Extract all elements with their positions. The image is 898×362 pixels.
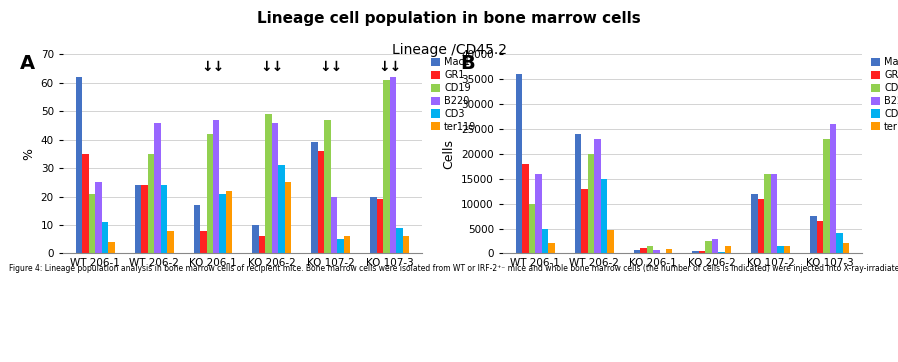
Bar	[402, 236, 409, 253]
Bar	[324, 120, 330, 253]
Bar	[548, 244, 555, 253]
Text: ↓↓: ↓↓	[201, 60, 224, 74]
Text: A: A	[20, 54, 35, 73]
Bar	[75, 77, 83, 253]
Bar	[836, 233, 842, 253]
Bar	[330, 197, 338, 253]
Bar	[370, 197, 377, 253]
Bar	[312, 143, 318, 253]
Bar	[692, 251, 699, 253]
Bar	[752, 194, 758, 253]
Bar	[266, 114, 272, 253]
Text: Figure 4: Lineage population analysis in bone marrow cells of recipient mice. Bo: Figure 4: Lineage population analysis in…	[9, 264, 898, 273]
Bar	[706, 241, 712, 253]
Text: ↓↓: ↓↓	[260, 60, 284, 74]
Bar	[842, 244, 850, 253]
Bar	[154, 123, 161, 253]
Bar	[89, 194, 95, 253]
Bar	[272, 123, 278, 253]
Bar	[607, 230, 613, 253]
Bar	[390, 77, 396, 253]
Bar	[647, 246, 653, 253]
Bar	[396, 228, 402, 253]
Bar	[167, 231, 173, 253]
Bar	[147, 154, 154, 253]
Bar	[318, 151, 324, 253]
Bar	[712, 240, 718, 253]
Bar	[219, 194, 226, 253]
Bar	[383, 80, 390, 253]
Bar	[101, 222, 108, 253]
Bar	[226, 191, 233, 253]
Bar	[278, 165, 285, 253]
Bar	[259, 236, 266, 253]
Bar	[344, 236, 350, 253]
Bar	[83, 154, 89, 253]
Bar	[784, 246, 790, 253]
Bar	[95, 182, 101, 253]
Bar	[666, 249, 673, 253]
Bar	[640, 248, 647, 253]
Bar	[529, 203, 535, 253]
Bar	[653, 250, 659, 253]
Bar	[535, 174, 541, 253]
Bar	[338, 239, 344, 253]
Bar	[778, 246, 784, 253]
Bar	[135, 185, 141, 253]
Bar	[581, 189, 587, 253]
Bar	[758, 199, 764, 253]
Bar	[601, 179, 607, 253]
Y-axis label: Cells: Cells	[443, 139, 455, 169]
Bar	[764, 174, 770, 253]
Bar	[285, 182, 291, 253]
Text: ↓↓: ↓↓	[378, 60, 401, 74]
Bar	[523, 164, 529, 253]
Text: Lineage cell population in bone marrow cells: Lineage cell population in bone marrow c…	[257, 11, 641, 26]
Bar	[587, 154, 594, 253]
Bar	[252, 225, 259, 253]
Text: Lineage /CD45.2: Lineage /CD45.2	[392, 43, 506, 58]
Bar	[575, 134, 581, 253]
Bar	[699, 251, 706, 253]
Bar	[823, 139, 830, 253]
Bar	[207, 134, 213, 253]
Bar	[634, 251, 640, 253]
Bar	[161, 185, 167, 253]
Bar	[725, 246, 731, 253]
Bar	[108, 242, 115, 253]
Bar	[141, 185, 147, 253]
Bar	[718, 252, 725, 253]
Text: B: B	[460, 54, 474, 73]
Legend: Mac1, GR1, CD19, B220, CD3, ter119: Mac1, GR1, CD19, B220, CD3, ter119	[870, 57, 898, 132]
Bar	[817, 221, 823, 253]
Legend: Mac1, GR1, CD19, B220, CD3, ter119: Mac1, GR1, CD19, B220, CD3, ter119	[430, 57, 476, 132]
Bar	[541, 228, 548, 253]
Y-axis label: %: %	[22, 148, 35, 160]
Bar	[377, 199, 383, 253]
Bar	[770, 174, 778, 253]
Bar	[594, 139, 601, 253]
Bar	[830, 124, 836, 253]
Bar	[213, 120, 219, 253]
Text: ↓↓: ↓↓	[319, 60, 342, 74]
Bar	[194, 205, 200, 253]
Bar	[200, 231, 207, 253]
Bar	[515, 74, 523, 253]
Bar	[810, 216, 817, 253]
